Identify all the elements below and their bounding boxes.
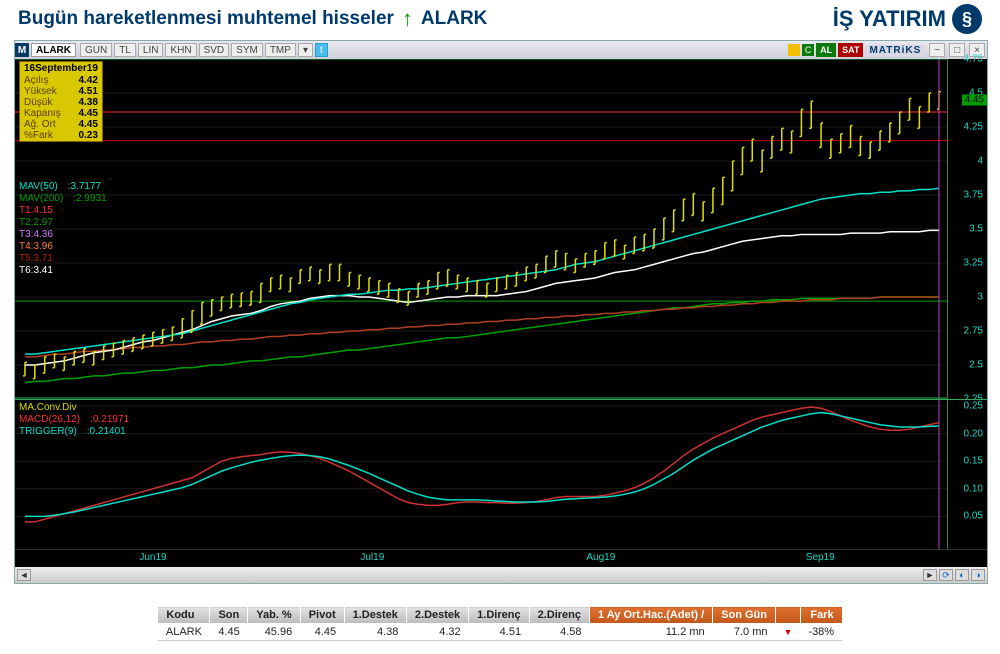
t-level: T5:3.71 xyxy=(19,253,107,265)
cell: 4.58 xyxy=(529,624,589,641)
macd-chart[interactable]: 0.050.100.150.200.25 MA.Conv.Div MACD(26… xyxy=(15,399,987,549)
chart-container: M ALARK GUNTLLINKHNSVDSYMTMP ▾ t C AL SA… xyxy=(14,40,988,584)
ohlc-row: Ağ. Ort4.45 xyxy=(20,119,102,130)
toolbar-btn-lin[interactable]: LIN xyxy=(138,43,164,57)
cell: ALARK xyxy=(158,624,210,641)
mav50-label: MAV(50) xyxy=(19,181,58,193)
cell: 45.96 xyxy=(248,624,300,641)
col-header: Pivot xyxy=(300,607,344,624)
t-level: T1:4.15 xyxy=(19,205,107,217)
col-header: Kodu xyxy=(158,607,210,624)
col-header: 2.Direnç xyxy=(529,607,589,624)
col-header: Son Gün xyxy=(713,607,776,624)
toolbar-btn-sym[interactable]: SYM xyxy=(231,43,263,57)
cell: ▼ xyxy=(775,624,800,641)
zoom-out-icon[interactable]: ◑ xyxy=(971,569,985,581)
col-header: 1.Direnç xyxy=(469,607,529,624)
ohlc-date: 16September19 xyxy=(20,62,102,75)
mav50-value: :3.7177 xyxy=(68,181,101,193)
macd-y-axis: 0.050.100.150.200.25 xyxy=(947,400,987,549)
macd-labels: MA.Conv.Div MACD(26,12) :0.21971 TRIGGER(… xyxy=(19,402,129,438)
matriks-label: MATRiKS xyxy=(865,45,925,56)
price-chart[interactable]: 2.252.52.7533.253.53.7544.254.54.754.45 … xyxy=(15,59,987,399)
dropdown-btn[interactable]: ▾ xyxy=(298,43,313,57)
symbol-field[interactable]: ALARK xyxy=(31,43,76,57)
t-level: T6:3.41 xyxy=(19,265,107,277)
cell: -38% xyxy=(800,624,842,641)
brand-text: İŞ YATIRIM xyxy=(833,6,946,32)
zoom-in-icon[interactable]: ◐ xyxy=(955,569,969,581)
scroll-left-icon[interactable]: ◄ xyxy=(17,569,31,581)
toolbar-btn-khn[interactable]: KHN xyxy=(165,43,196,57)
table-header-row: KoduSonYab. %Pivot1.Destek2.Destek1.Dire… xyxy=(158,607,842,624)
x-axis: Jun19 Jul19 Aug19 Sep19 xyxy=(15,549,987,567)
up-arrow-icon: ↑ xyxy=(402,6,413,32)
t-level: T4:3.96 xyxy=(19,241,107,253)
cell: 4.45 xyxy=(300,624,344,641)
trigger-value: :0.21401 xyxy=(87,426,126,438)
toolbar-btn-tl[interactable]: TL xyxy=(114,43,136,57)
table-row: ALARK4.4545.964.454.384.324.514.5811.2 m… xyxy=(158,624,842,641)
twitter-icon[interactable]: t xyxy=(315,43,328,57)
cell: 4.32 xyxy=(406,624,468,641)
cell: 7.0 mn xyxy=(713,624,776,641)
summary-table: KoduSonYab. %Pivot1.Destek2.Destek1.Dire… xyxy=(157,606,842,641)
header-title: Bugün hareketlenmesi muhtemel hisseler ↑… xyxy=(18,6,487,32)
cell: 4.38 xyxy=(344,624,406,641)
m-icon[interactable]: M xyxy=(15,43,29,57)
al-badge[interactable]: AL xyxy=(816,43,836,57)
indicator-labels: MAV(50) :3.7177 MAV(200) :2.9931 T1:4.15T2… xyxy=(19,181,107,277)
title-prefix: Bugün hareketlenmesi muhtemel hisseler xyxy=(18,8,394,30)
scroll-right-icon[interactable]: ► xyxy=(923,569,937,581)
x-tick: Aug19 xyxy=(586,552,615,563)
price-y-axis: 2.252.52.7533.253.53.7544.254.54.754.45 xyxy=(947,59,987,399)
min-icon[interactable]: − xyxy=(929,43,945,57)
x-tick: Jun19 xyxy=(139,552,166,563)
chart-scrollbar[interactable]: ◄ ► ⟳ ◐ ◑ xyxy=(15,567,987,583)
t-level: T2:2.97 xyxy=(19,217,107,229)
col-header xyxy=(775,607,800,624)
color-icon[interactable] xyxy=(788,44,800,56)
col-header: Fark xyxy=(800,607,842,624)
col-header: Son xyxy=(210,607,248,624)
col-header: 1.Destek xyxy=(344,607,406,624)
x-tick: Jul19 xyxy=(360,552,384,563)
col-header: 2.Destek xyxy=(406,607,468,624)
circle-icon[interactable]: C xyxy=(802,44,814,56)
x-tick: Sep19 xyxy=(806,552,835,563)
macd-title: MA.Conv.Div xyxy=(19,402,129,414)
page-header: Bugün hareketlenmesi muhtemel hisseler ↑… xyxy=(0,0,1000,36)
macd-line-label: MACD(26,12) xyxy=(19,414,80,426)
brand-logo-icon: § xyxy=(952,4,982,34)
ohlc-row: Yüksek4.51 xyxy=(20,86,102,97)
mav200-label: MAV(200) xyxy=(19,193,63,205)
cell: 4.51 xyxy=(469,624,529,641)
header-ticker: ALARK xyxy=(421,8,488,30)
col-header: Yab. % xyxy=(248,607,300,624)
sat-badge[interactable]: SAT xyxy=(838,43,863,57)
price-svg xyxy=(15,59,949,399)
ohlc-row: %Fark0.23 xyxy=(20,130,102,141)
refresh-icon[interactable]: ⟳ xyxy=(939,569,953,581)
col-header: 1 Ay Ort.Hac.(Adet) / xyxy=(590,607,713,624)
macd-line-value: :0.21971 xyxy=(90,414,129,426)
ohlc-row: Düşük4.38 xyxy=(20,97,102,108)
toolbar-btn-gun[interactable]: GUN xyxy=(80,43,112,57)
toolbar-btn-svd[interactable]: SVD xyxy=(199,43,230,57)
brand: İŞ YATIRIM § xyxy=(833,4,982,34)
chart-toolbar: M ALARK GUNTLLINKHNSVDSYMTMP ▾ t C AL SA… xyxy=(15,41,987,59)
toolbar-btn-tmp[interactable]: TMP xyxy=(265,43,296,57)
ohlc-row: Kapanış4.45 xyxy=(20,108,102,119)
mav200-value: :2.9931 xyxy=(73,193,106,205)
trigger-label: TRIGGER(9) xyxy=(19,426,77,438)
macd-svg xyxy=(15,400,949,550)
cell: 11.2 mn xyxy=(590,624,713,641)
t-level: T3:4.36 xyxy=(19,229,107,241)
ohlc-row: Açılış4.42 xyxy=(20,75,102,86)
ohlc-box: 16September19 Açılış4.42Yüksek4.51Düşük4… xyxy=(19,61,103,142)
cell: 4.45 xyxy=(210,624,248,641)
